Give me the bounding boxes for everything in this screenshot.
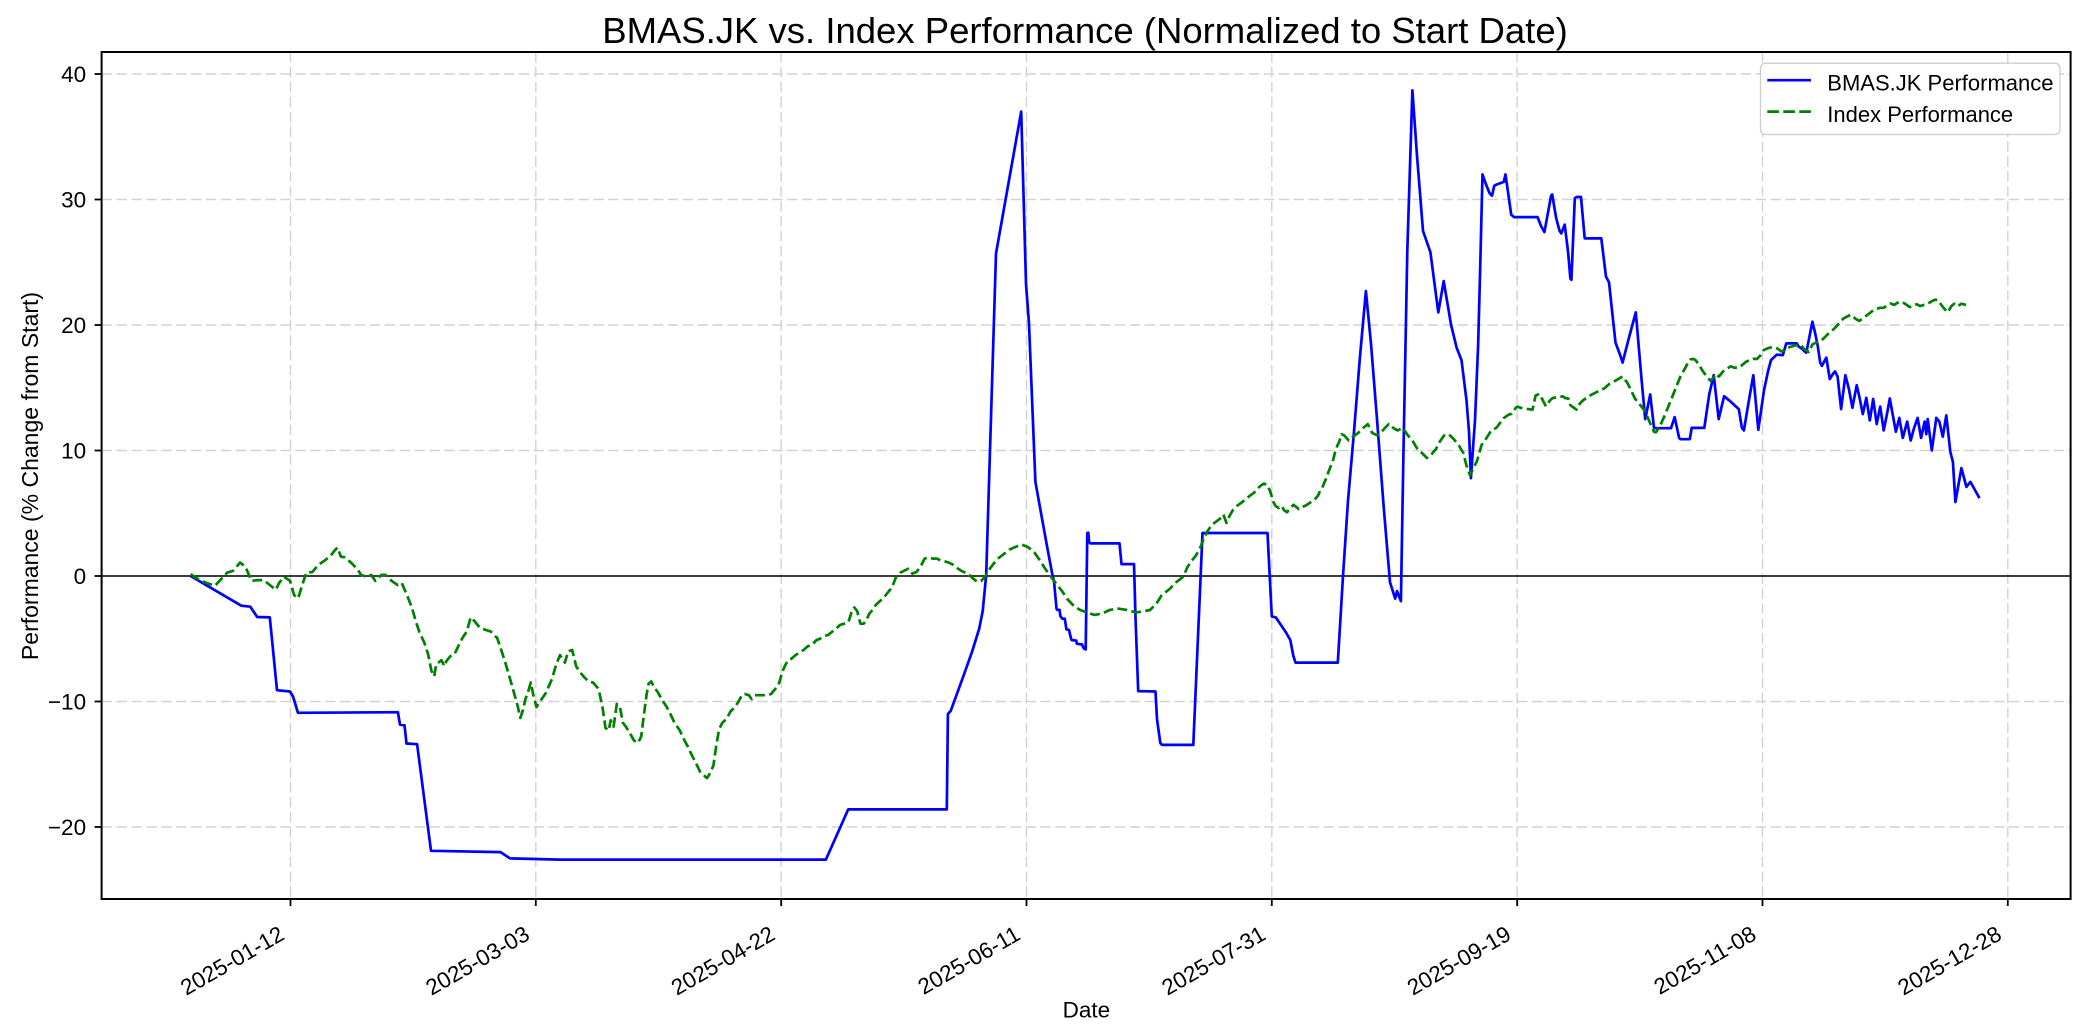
svg-text:Performance (% Change from Sta: Performance (% Change from Start) (17, 292, 43, 660)
svg-text:10: 10 (61, 439, 86, 464)
svg-text:0: 0 (74, 564, 87, 589)
svg-text:40: 40 (61, 62, 86, 87)
svg-text:BMAS.JK vs. Index Performance: BMAS.JK vs. Index Performance (Normalize… (602, 10, 1568, 51)
svg-text:30: 30 (61, 188, 86, 213)
svg-text:BMAS.JK Performance: BMAS.JK Performance (1827, 70, 2053, 95)
svg-text:−20: −20 (48, 815, 86, 840)
svg-text:Date: Date (1063, 997, 1111, 1022)
svg-text:Index Performance: Index Performance (1827, 102, 2013, 127)
svg-text:−10: −10 (48, 690, 86, 715)
svg-text:20: 20 (61, 313, 86, 338)
